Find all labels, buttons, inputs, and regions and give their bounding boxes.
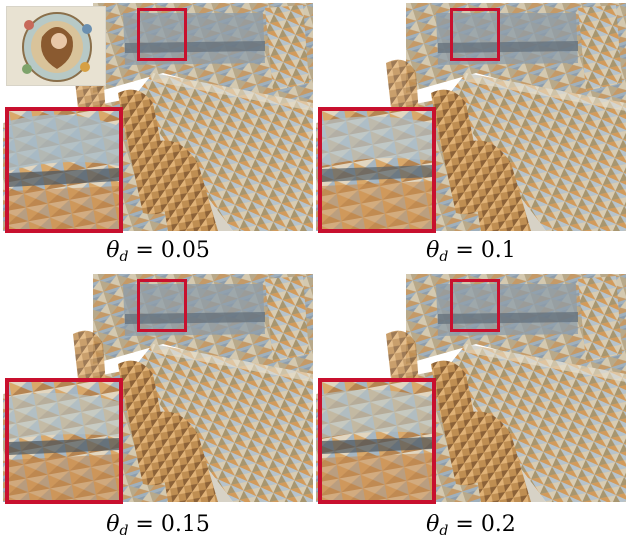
zoom-region-box (137, 8, 187, 61)
zoom-region-box (137, 279, 187, 332)
caption-theta-0.05: θd = 0.05 (106, 238, 210, 265)
panel-theta-0.1 (316, 3, 626, 233)
caption-theta-0.1: θd = 0.1 (426, 238, 516, 265)
zoom-inset (318, 378, 436, 504)
panel-theta-0.15 (3, 274, 313, 504)
caption-theta-0.15: θd = 0.15 (106, 512, 210, 539)
caption-theta-0.2: θd = 0.2 (426, 512, 516, 539)
panel-theta-0.05 (3, 3, 313, 233)
style-reference-image (6, 6, 106, 86)
zoom-inset (318, 107, 436, 233)
panel-theta-0.2 (316, 274, 626, 504)
zoom-inset (5, 107, 123, 233)
zoom-region-box (450, 279, 500, 332)
zoom-inset (5, 378, 123, 504)
zoom-region-box (450, 8, 500, 61)
